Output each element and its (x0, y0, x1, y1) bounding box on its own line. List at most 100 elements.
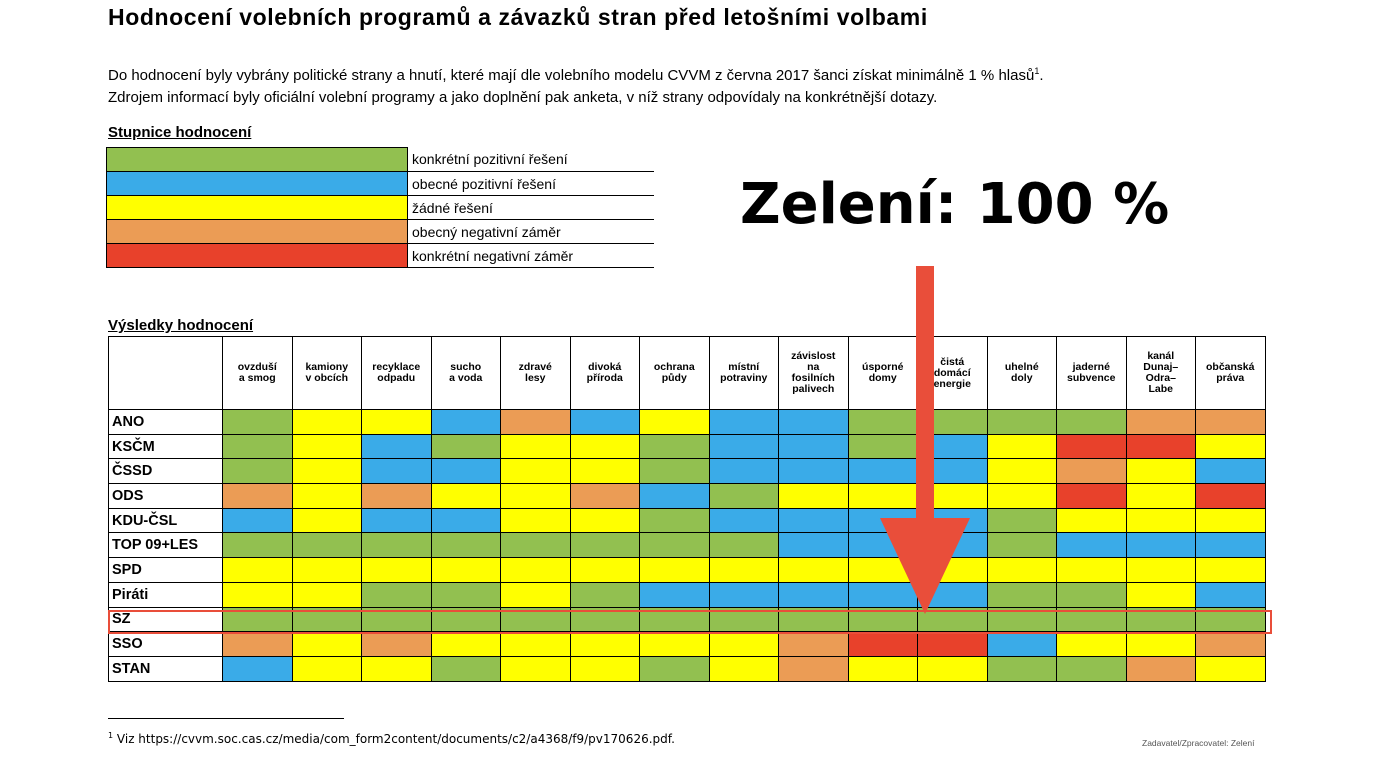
intro-text: Do hodnocení byly vybrány politické stra… (108, 60, 1044, 109)
column-header: úsporné domy (847, 336, 918, 410)
rating-cell (291, 581, 362, 608)
rating-cell (361, 631, 432, 657)
column-header: uhelné doly (986, 336, 1057, 410)
rating-cell (847, 631, 918, 657)
rating-cell (291, 655, 362, 682)
rating-cell (1195, 433, 1266, 460)
rating-cell (708, 655, 779, 682)
rating-cell (291, 557, 362, 583)
rating-cell (1195, 557, 1266, 583)
rating-cell (361, 557, 432, 583)
party-name: TOP 09+LES (108, 532, 223, 559)
scale-row: konkrétní negativní záměr (106, 243, 654, 268)
rating-cell (430, 507, 501, 534)
table-row: STAN (108, 655, 1266, 682)
rating-cell (639, 532, 710, 559)
rating-cell (917, 631, 988, 657)
rating-cell (1125, 581, 1196, 608)
scale-heading: Stupnice hodnocení (108, 124, 251, 141)
rating-cell (778, 409, 849, 435)
rating-cell (708, 409, 779, 435)
footnote-ref: 1 (1034, 66, 1040, 76)
table-row: SSO (108, 631, 1266, 657)
rating-cell (847, 655, 918, 682)
rating-cell (778, 507, 849, 534)
rating-cell (1125, 458, 1196, 485)
scale-swatch (106, 195, 408, 220)
rating-cell (778, 655, 849, 682)
column-header: kamiony v obcích (291, 336, 362, 410)
table-row: Piráti (108, 581, 1266, 608)
rating-cell (361, 483, 432, 509)
rating-cell (1125, 483, 1196, 509)
rating-cell (778, 557, 849, 583)
rating-cell (500, 557, 571, 583)
scale-label: obecné pozitivní řešení (407, 171, 654, 196)
party-name: KSČM (108, 433, 223, 460)
rating-cell (1125, 433, 1196, 460)
scale-label: obecný negativní záměr (407, 219, 654, 244)
intro-line-2: Zdrojem informací byly oficiální volební… (108, 89, 938, 106)
rating-cell (1195, 458, 1266, 485)
rating-cell (361, 655, 432, 682)
rating-cell (500, 483, 571, 509)
footnote-mark: 1 (108, 731, 114, 740)
intro-line-1: Do hodnocení byly vybrány politické stra… (108, 60, 1044, 87)
rating-cell (500, 581, 571, 608)
rating-cell (569, 532, 640, 559)
rating-cell (430, 409, 501, 435)
column-header: závislost na fosilních palivech (778, 336, 849, 410)
rating-cell (222, 655, 293, 682)
rating-cell (500, 433, 571, 460)
rating-cell (361, 532, 432, 559)
scale-label: žádné řešení (407, 195, 654, 220)
header-corner (108, 336, 223, 410)
rating-cell (1125, 507, 1196, 534)
rating-cell (708, 433, 779, 460)
page-title: Hodnocení volebních programů a závazků s… (108, 4, 928, 30)
scale-heading-text: Stupnice hodnocení (108, 124, 252, 141)
table-row: ANO (108, 409, 1266, 435)
party-name: Piráti (108, 581, 223, 608)
rating-cell (569, 458, 640, 485)
rating-cell (222, 409, 293, 435)
party-name: ODS (108, 483, 223, 509)
rating-cell (708, 581, 779, 608)
rating-cell (639, 655, 710, 682)
rating-cell (639, 507, 710, 534)
rating-cell (500, 409, 571, 435)
column-header: ovzduší a smog (222, 336, 293, 410)
rating-cell (291, 532, 362, 559)
rating-cell (222, 631, 293, 657)
party-name: SSO (108, 631, 223, 657)
rating-cell (430, 532, 501, 559)
rating-cell (430, 483, 501, 509)
rating-cell (986, 655, 1057, 682)
rating-cell (569, 557, 640, 583)
rating-cell (1195, 631, 1266, 657)
scale-swatch (106, 243, 408, 268)
rating-cell (986, 507, 1057, 534)
party-name: STAN (108, 655, 223, 682)
rating-cell (500, 631, 571, 657)
rating-cell (1056, 532, 1127, 559)
rating-cell (361, 507, 432, 534)
rating-cell (430, 581, 501, 608)
rating-cell (1056, 557, 1127, 583)
rating-cell (639, 581, 710, 608)
rating-cell (708, 483, 779, 509)
rating-cell (1125, 631, 1196, 657)
column-header: zdravé lesy (500, 336, 571, 410)
column-header: občanská práva (1195, 336, 1266, 410)
rating-cell (222, 483, 293, 509)
rating-cell (1056, 581, 1127, 608)
credit: Zadavatel/Zpracovatel: Zelení (1142, 738, 1255, 748)
rating-cell (569, 655, 640, 682)
footnote-divider (108, 718, 344, 719)
rating-cell (1056, 631, 1127, 657)
rating-cell (1195, 483, 1266, 509)
table-row: KDU-ČSL (108, 507, 1266, 534)
rating-cell (222, 507, 293, 534)
rating-cell (569, 409, 640, 435)
rating-cell (778, 458, 849, 485)
